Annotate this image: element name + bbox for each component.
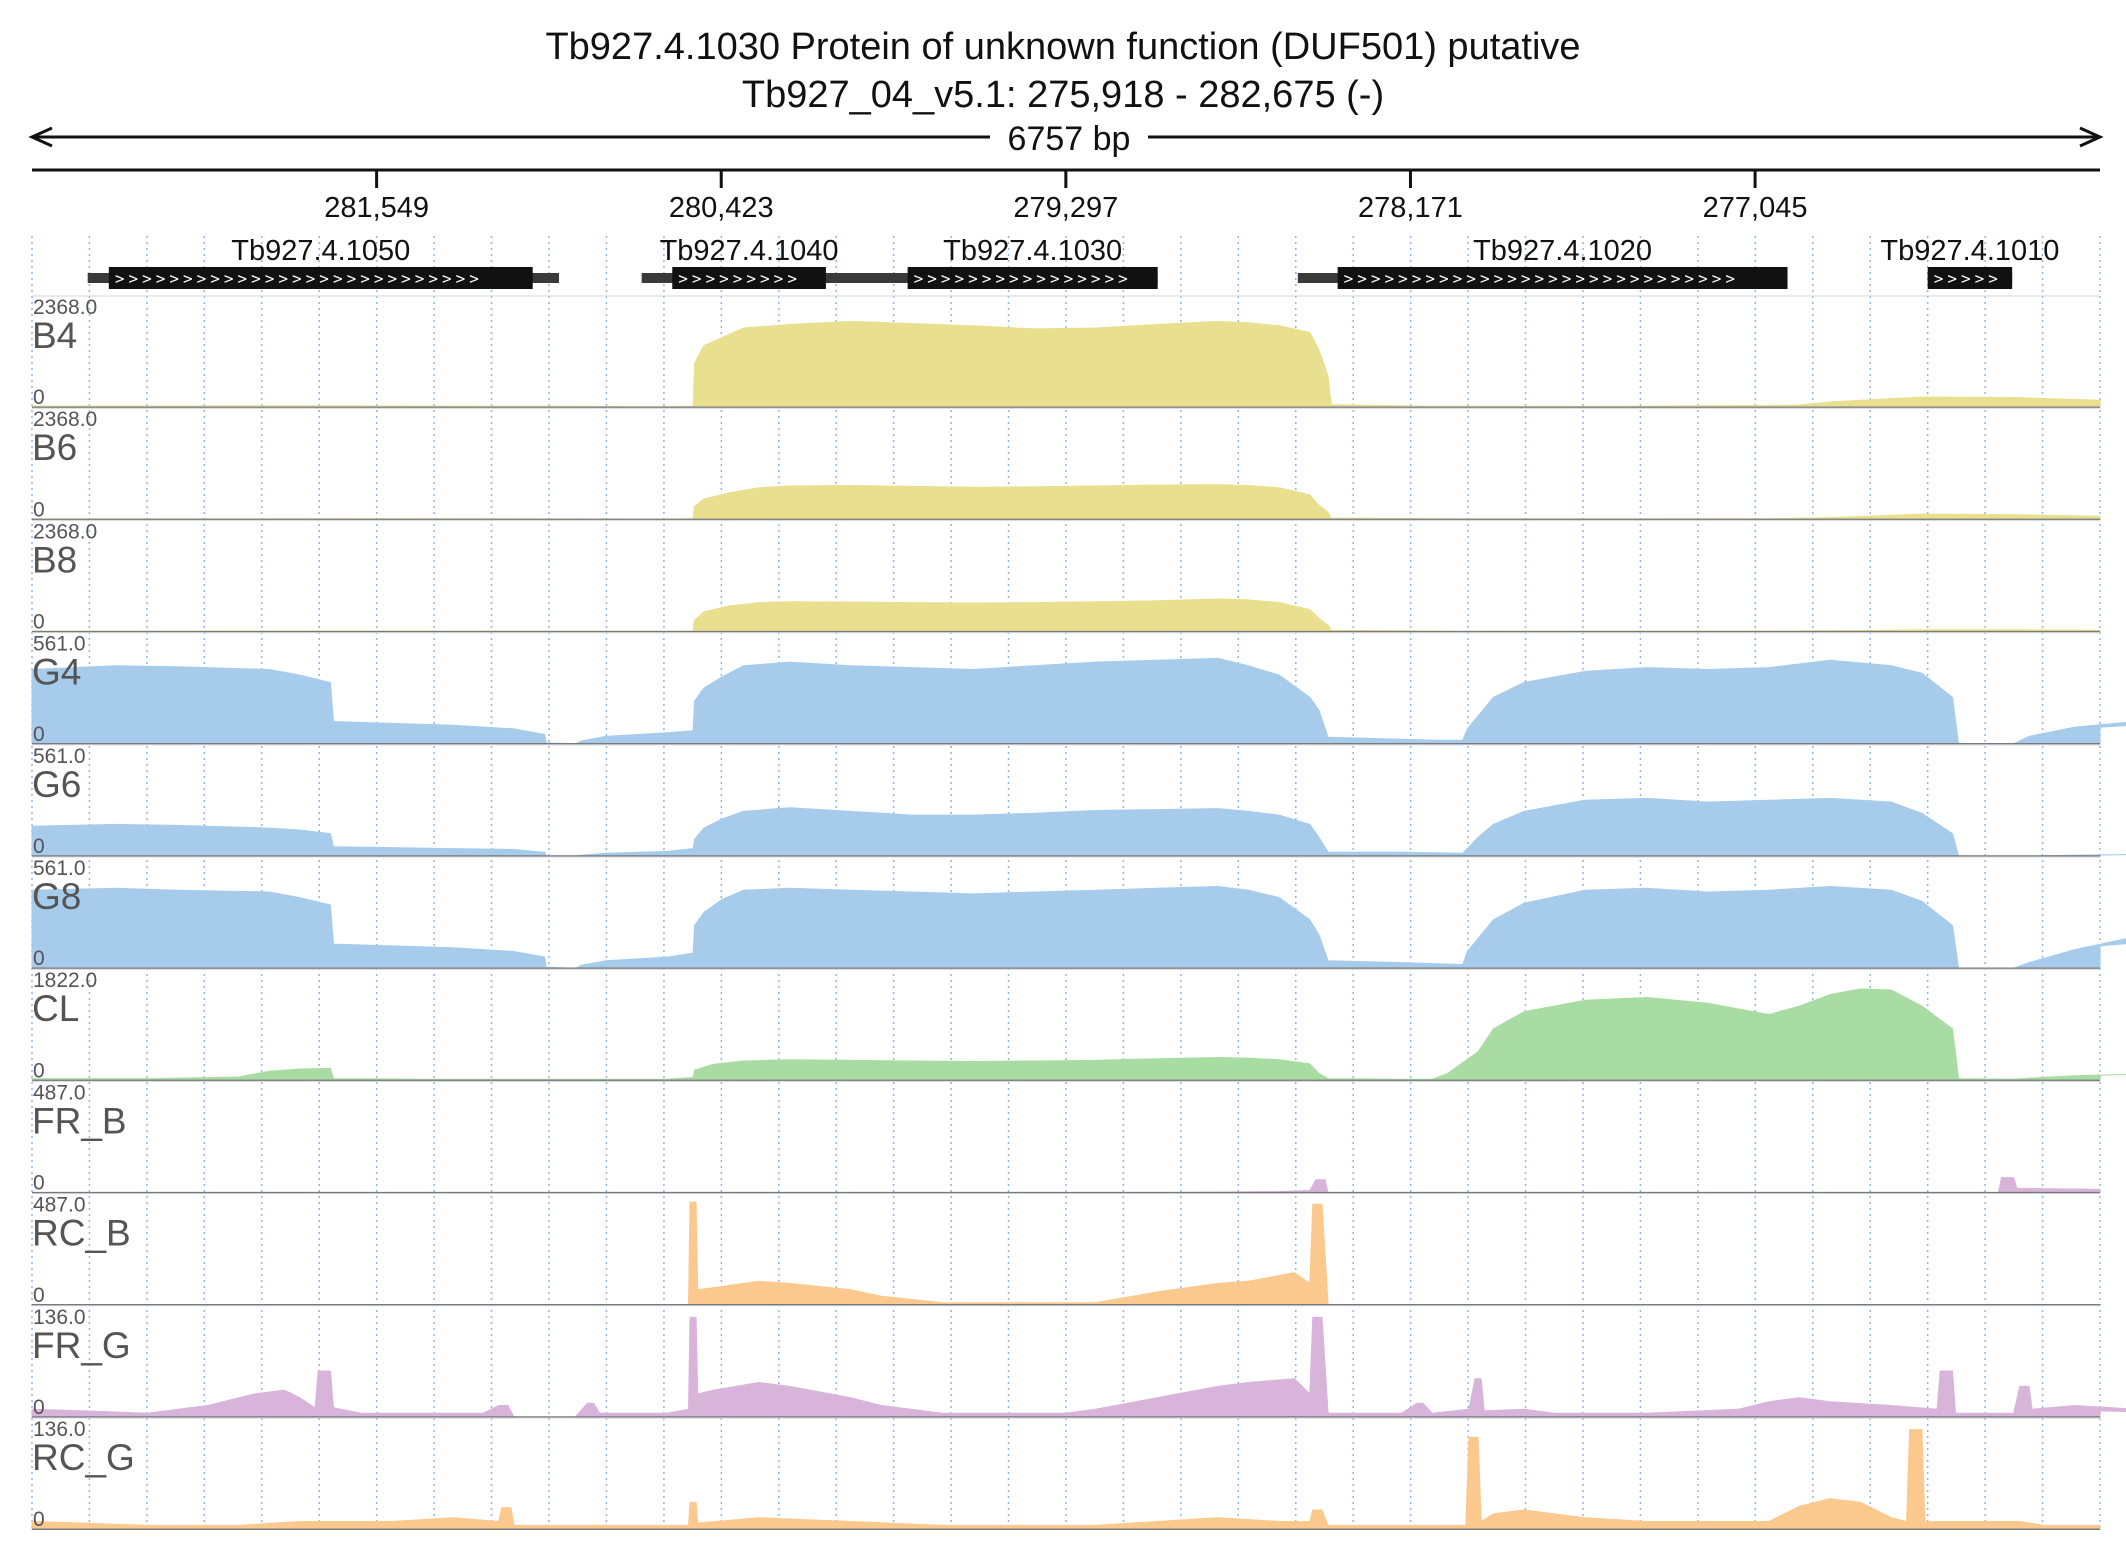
coverage-area-FR_G [31, 1316, 2126, 1418]
track-G6: 561.0G6 0 [31, 744, 2126, 858]
track-max-label: 487.0 [33, 1194, 86, 1217]
track-name-label: CL [32, 988, 79, 1029]
gene-strand-arrows-3: >>>>>>>>>>>>>>>>>>>>>>>>>>>>> [1344, 269, 1739, 288]
track-min-label: 0 [33, 1172, 45, 1195]
coverage-area-G6 [31, 797, 2126, 857]
gene-label-2: Tb927.4.1030 [943, 235, 1122, 267]
ruler-arrow-right [2079, 126, 2104, 148]
gene-cds-1 [672, 267, 826, 289]
gene-title: Tb927.4.1030 Protein of unknown function… [545, 26, 1581, 68]
track-name-label: B8 [32, 539, 77, 580]
coverage-area-B8 [31, 598, 2101, 633]
track-min-label: 0 [33, 947, 45, 970]
coverage-area-CL [31, 988, 2126, 1081]
gene-cds-4 [1927, 267, 2013, 289]
axis-tick-label-2: 279,297 [1013, 192, 1118, 224]
axis-tick-label-1: 280,423 [669, 192, 774, 224]
locus-subtitle: Tb927_04_v5.1: 275,918 - 282,675 (-) [741, 74, 1385, 116]
track-name-label: G8 [32, 876, 81, 917]
track-name-label: B6 [32, 427, 77, 468]
track-B4: 2368.0B4 0 [31, 295, 2101, 409]
track-FR_B: 487.0FR_B 0 [32, 1080, 2101, 1195]
gene-label-1: Tb927.4.1040 [660, 235, 839, 267]
coverage-area-B4 [31, 320, 2101, 408]
track-FR_G: 136.0FR_G 0 [31, 1305, 2126, 1419]
gene-cds-2 [907, 267, 1158, 289]
track-name-label: FR_B [32, 1100, 127, 1141]
track-max-label: 2368.0 [33, 408, 97, 431]
track-G8: 561.0G8 0 [31, 856, 2126, 970]
axis-tick-label-0: 281,549 [324, 192, 429, 224]
track-B8: 2368.0B8 0 [31, 519, 2101, 634]
coverage-area-G8 [31, 885, 2126, 969]
track-name-label: G6 [32, 764, 81, 805]
gene-label-0: Tb927.4.1050 [231, 235, 410, 267]
track-min-label: 0 [33, 1396, 45, 1419]
coordinate-axis: 281,549 280,423 279,297 278,171 277,045 [32, 168, 2100, 224]
track-max-label: 2368.0 [33, 296, 97, 319]
gene-label-3: Tb927.4.1020 [1473, 235, 1652, 267]
gene-strand-arrows-4: >>>>> [1934, 269, 2002, 288]
ruler-arrow-left [28, 126, 53, 148]
track-max-label: 136.0 [33, 1306, 86, 1329]
coverage-area-G4 [31, 657, 2126, 745]
track-max-label: 561.0 [33, 633, 86, 656]
track-min-label: 0 [33, 723, 45, 746]
gene-track: >>>>>>>>>>>>>>>>>>>>>>>>>>> Tb927.4.1050 >… [87, 235, 2059, 289]
track-name-label: RC_G [32, 1437, 135, 1478]
track-min-label: 0 [33, 1508, 45, 1531]
axis-tick-label-4: 277,045 [1703, 192, 1808, 224]
gene-cds-3 [1337, 267, 1788, 289]
track-min-label: 0 [33, 386, 45, 409]
gene-strand-arrows-2: >>>>>>>>>>>>>>>> [914, 269, 1132, 288]
span-length-label: 6757 bp [1008, 120, 1131, 158]
coverage-area-RC_G [31, 1429, 2101, 1530]
span-ruler: 6757 bp [28, 120, 2104, 158]
track-max-label: 561.0 [33, 745, 86, 768]
gene-strand-arrows-1: >>>>>>>>> [678, 269, 801, 288]
coverage-tracks: 2368.0B402368.0B602368.0B80561.0G40561.0… [31, 295, 2126, 1531]
track-min-label: 0 [33, 498, 45, 521]
gene-cds-0 [108, 267, 533, 289]
track-min-label: 0 [33, 1059, 45, 1082]
track-name-label: G4 [32, 652, 81, 693]
coverage-area-RC_B [32, 1201, 2100, 1306]
gridlines [31, 236, 2101, 1528]
gene-strand-arrows-0: >>>>>>>>>>>>>>>>>>>>>>>>>>> [115, 269, 483, 288]
track-min-label: 0 [33, 1284, 45, 1307]
track-RC_B: 487.0RC_B 0 [32, 1193, 2100, 1307]
axis-tick-label-3: 278,171 [1358, 192, 1463, 224]
track-max-label: 2368.0 [33, 520, 97, 543]
track-name-label: RC_B [32, 1213, 131, 1254]
track-max-label: 1822.0 [33, 969, 97, 992]
track-max-label: 136.0 [33, 1418, 86, 1441]
coverage-area-B6 [31, 484, 2101, 520]
track-RC_G: 136.0RC_G 0 [31, 1417, 2101, 1531]
track-name-label: B4 [32, 315, 77, 356]
gene-label-4: Tb927.4.1010 [1880, 235, 2059, 267]
track-max-label: 561.0 [33, 857, 86, 880]
track-G4: 561.0G4 0 [31, 632, 2126, 746]
track-CL: 1822.0CL 0 [31, 968, 2126, 1082]
track-B6: 2368.0B6 0 [31, 407, 2101, 521]
track-min-label: 0 [33, 611, 45, 634]
track-min-label: 0 [33, 835, 45, 858]
track-name-label: FR_G [32, 1325, 131, 1366]
track-max-label: 487.0 [33, 1081, 86, 1104]
